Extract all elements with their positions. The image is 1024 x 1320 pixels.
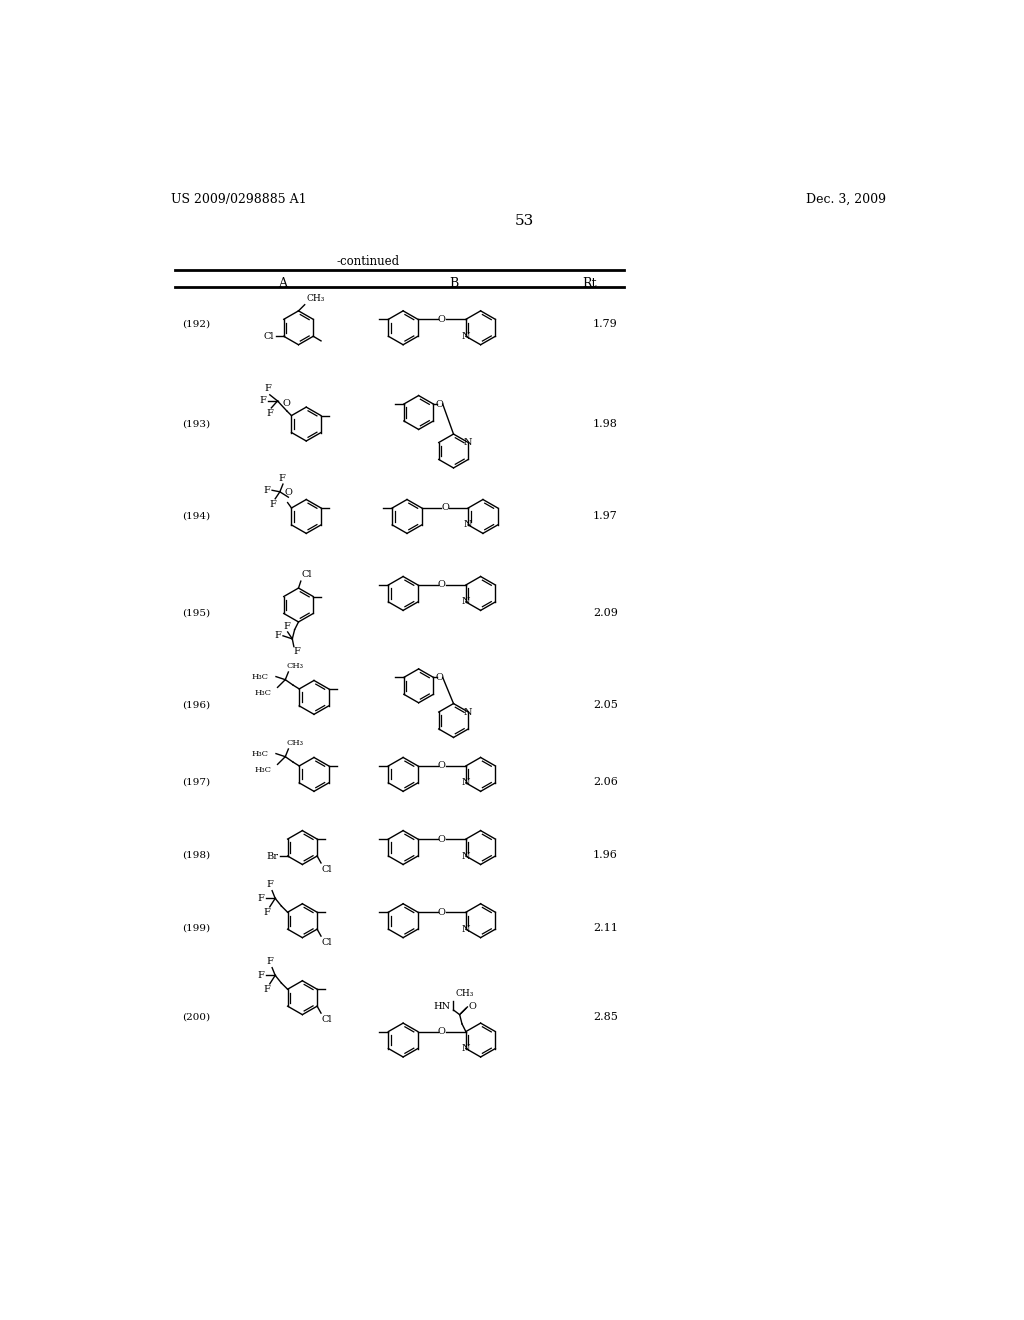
Text: N: N xyxy=(462,1044,470,1053)
Text: O: O xyxy=(441,503,449,512)
Text: O: O xyxy=(283,399,290,408)
Text: F: F xyxy=(264,384,271,393)
Text: O: O xyxy=(435,400,443,408)
Text: 2.85: 2.85 xyxy=(593,1012,617,1022)
Text: (197): (197) xyxy=(182,777,210,787)
Text: 2.09: 2.09 xyxy=(593,607,617,618)
Text: 53: 53 xyxy=(515,214,535,228)
Text: Cl: Cl xyxy=(321,1015,332,1024)
Text: O: O xyxy=(438,762,445,771)
Text: CH₃: CH₃ xyxy=(287,739,304,747)
Text: F: F xyxy=(264,486,270,495)
Text: (198): (198) xyxy=(182,851,210,859)
Text: Dec. 3, 2009: Dec. 3, 2009 xyxy=(806,193,886,206)
Text: F: F xyxy=(257,894,264,903)
Text: F: F xyxy=(274,631,282,639)
Text: US 2009/0298885 A1: US 2009/0298885 A1 xyxy=(171,193,306,206)
Text: F: F xyxy=(278,474,285,483)
Text: F: F xyxy=(264,908,270,916)
Text: Cl: Cl xyxy=(302,570,312,579)
Text: O: O xyxy=(438,315,445,323)
Text: Br: Br xyxy=(266,851,279,861)
Text: (196): (196) xyxy=(182,701,210,710)
Text: (199): (199) xyxy=(182,924,210,933)
Text: Cl: Cl xyxy=(321,866,332,874)
Text: N: N xyxy=(464,708,472,717)
Text: O: O xyxy=(469,1002,477,1011)
Text: O: O xyxy=(438,834,445,843)
Text: F: F xyxy=(294,647,301,656)
Text: 2.06: 2.06 xyxy=(593,777,617,787)
Text: F: F xyxy=(257,972,264,979)
Text: H₃C: H₃C xyxy=(251,750,268,758)
Text: F: F xyxy=(270,499,276,508)
Text: F: F xyxy=(264,985,270,994)
Text: N: N xyxy=(462,779,470,787)
Text: CH₃: CH₃ xyxy=(287,663,304,671)
Text: Rt: Rt xyxy=(582,277,596,290)
Text: HN: HN xyxy=(433,1002,451,1011)
Text: O: O xyxy=(285,488,292,498)
Text: 2.11: 2.11 xyxy=(593,924,617,933)
Text: (200): (200) xyxy=(182,1012,210,1022)
Text: N: N xyxy=(462,598,470,606)
Text: N: N xyxy=(464,438,472,447)
Text: A: A xyxy=(279,277,288,290)
Text: O: O xyxy=(438,908,445,916)
Text: H₃C: H₃C xyxy=(254,766,271,774)
Text: B: B xyxy=(449,277,458,290)
Text: N: N xyxy=(464,520,472,529)
Text: F: F xyxy=(267,957,273,966)
Text: F: F xyxy=(260,396,266,405)
Text: Cl: Cl xyxy=(321,939,332,948)
Text: 1.96: 1.96 xyxy=(593,850,617,861)
Text: 1.97: 1.97 xyxy=(593,511,617,521)
Text: 1.98: 1.98 xyxy=(593,418,617,429)
Text: 2.05: 2.05 xyxy=(593,700,617,710)
Text: CH₃: CH₃ xyxy=(455,989,473,998)
Text: N: N xyxy=(462,851,470,861)
Text: O: O xyxy=(438,581,445,590)
Text: (195): (195) xyxy=(182,609,210,618)
Text: F: F xyxy=(284,622,291,631)
Text: (194): (194) xyxy=(182,512,210,521)
Text: H₃C: H₃C xyxy=(254,689,271,697)
Text: CH₃: CH₃ xyxy=(306,294,325,304)
Text: F: F xyxy=(267,880,273,890)
Text: F: F xyxy=(266,409,272,417)
Text: N: N xyxy=(462,331,470,341)
Text: 1.79: 1.79 xyxy=(593,319,617,329)
Text: H₃C: H₃C xyxy=(251,673,268,681)
Text: (192): (192) xyxy=(182,319,210,329)
Text: -continued: -continued xyxy=(337,255,399,268)
Text: N: N xyxy=(462,925,470,933)
Text: Cl: Cl xyxy=(264,331,274,341)
Text: (193): (193) xyxy=(182,420,210,429)
Text: O: O xyxy=(435,673,443,682)
Text: O: O xyxy=(438,1027,445,1036)
